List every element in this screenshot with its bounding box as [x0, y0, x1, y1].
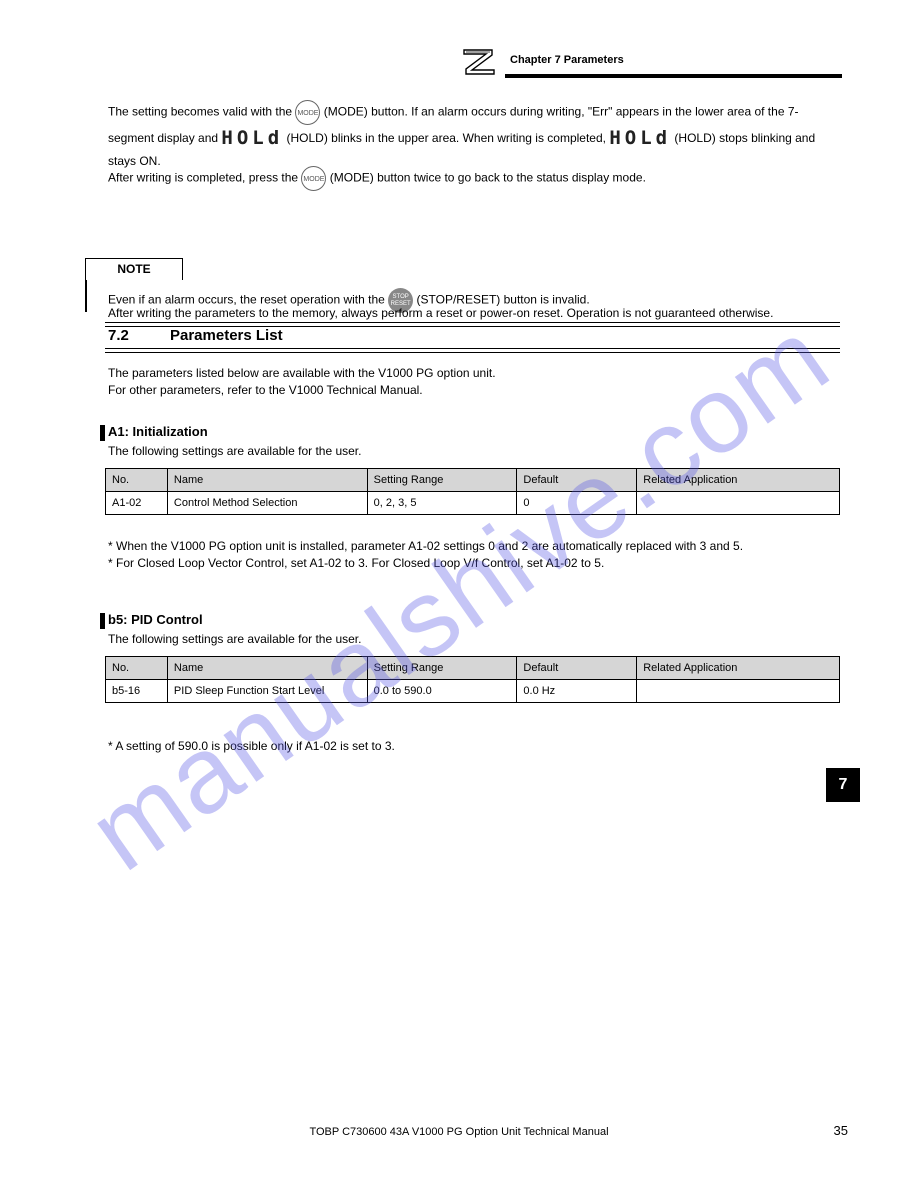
note-rule: [85, 280, 87, 312]
footer-text: TOBP C730600 43A V1000 PG Option Unit Te…: [0, 1126, 918, 1138]
section-title: Parameters List: [170, 327, 283, 344]
chapter-tab: 7: [826, 768, 860, 802]
table-b5: No. Name Setting Range Default Related A…: [105, 656, 840, 703]
note-body: After writing the parameters to the memo…: [108, 306, 838, 320]
t2-r0c3: 0.0 Hz: [517, 680, 637, 703]
sub2-footnote: * A setting of 590.0 is possible only if…: [108, 738, 838, 755]
t1-r0c2: 0, 2, 3, 5: [367, 492, 517, 515]
t2-h2: Setting Range: [367, 657, 517, 680]
sub2-heading: b5: PID Control: [108, 612, 203, 627]
t1-h1: Name: [167, 469, 367, 492]
section-number: 7.2: [108, 327, 129, 344]
paragraph-2: After writing is completed, press the MO…: [108, 166, 838, 191]
sub1-desc: The following settings are available for…: [108, 444, 838, 458]
t1-r0c4: [637, 492, 840, 515]
t2-h1: Name: [167, 657, 367, 680]
section-rule-bottom: [105, 348, 840, 353]
hold-display-1: HOLd: [221, 125, 283, 153]
t1-h0: No.: [106, 469, 168, 492]
t1-h2: Setting Range: [367, 469, 517, 492]
t2-r0c1: PID Sleep Function Start Level: [167, 680, 367, 703]
sub2-desc: The following settings are available for…: [108, 632, 838, 646]
t1-r0c0: A1-02: [106, 492, 168, 515]
mode-icon-2: MODE: [301, 166, 326, 191]
section-intro: The parameters listed below are availabl…: [108, 365, 838, 400]
t2-h3: Default: [517, 657, 637, 680]
sub1-bar-icon: [100, 425, 105, 441]
t1-h4: Related Application: [637, 469, 840, 492]
note-tab: NOTE: [85, 258, 183, 280]
sub2-bar-icon: [100, 613, 105, 629]
table-row: b5-16 PID Sleep Function Start Level 0.0…: [106, 680, 840, 703]
table-a1: No. Name Setting Range Default Related A…: [105, 468, 840, 515]
table-row: A1-02 Control Method Selection 0, 2, 3, …: [106, 492, 840, 515]
logo-icon: [462, 48, 498, 76]
mode-icon: MODE: [295, 100, 320, 125]
page-number: 35: [834, 1123, 848, 1138]
t2-r0c2: 0.0 to 590.0: [367, 680, 517, 703]
t1-h3: Default: [517, 469, 637, 492]
header-rule: [505, 74, 842, 78]
t2-h0: No.: [106, 657, 168, 680]
sub1-heading: A1: Initialization: [108, 424, 208, 439]
hold-display-2: HOLd: [609, 125, 671, 153]
t2-r0c0: b5-16: [106, 680, 168, 703]
t1-r0c3: 0: [517, 492, 637, 515]
t1-r0c1: Control Method Selection: [167, 492, 367, 515]
t2-r0c4: [637, 680, 840, 703]
header-section-label: Chapter 7 Parameters: [510, 54, 624, 66]
sub1-footnote: * When the V1000 PG option unit is insta…: [108, 538, 838, 572]
t2-h4: Related Application: [637, 657, 840, 680]
paragraph-1: The setting becomes valid with the MODE …: [108, 100, 838, 170]
